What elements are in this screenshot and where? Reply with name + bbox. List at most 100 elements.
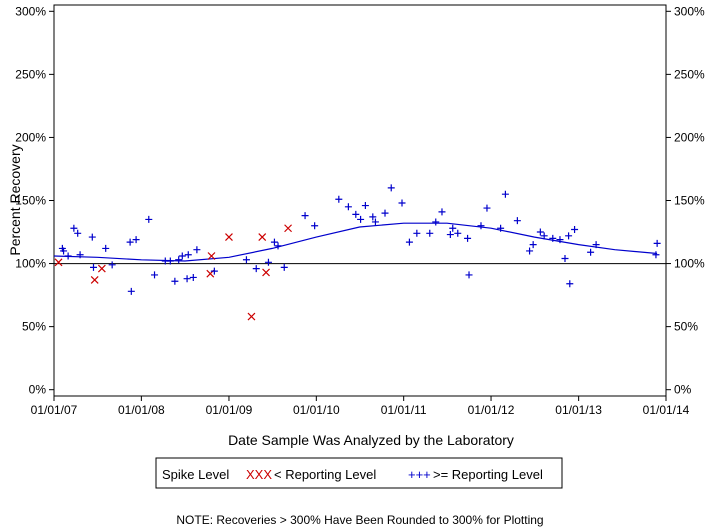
- above-reporting-point: [526, 247, 534, 255]
- above-reporting-point: [127, 287, 135, 295]
- x-tick-label: 01/01/13: [555, 403, 602, 417]
- y-tick-label-right: 300%: [674, 4, 705, 18]
- above-reporting-point: [264, 258, 272, 266]
- above-reporting-point: [446, 231, 454, 239]
- above-reporting-point: [529, 241, 537, 249]
- above-reporting-point: [102, 244, 110, 252]
- above-reporting-point: [454, 229, 462, 237]
- below-reporting-point: [258, 233, 267, 242]
- above-reporting-point: [166, 257, 174, 265]
- above-reporting-point: [126, 238, 134, 246]
- x-axis-title: Date Sample Was Analyzed by the Laborato…: [228, 432, 514, 448]
- above-reporting-point: [536, 228, 544, 236]
- above-reporting-point: [566, 280, 574, 288]
- above-reporting-point: [252, 265, 260, 273]
- above-reporting-point: [352, 210, 360, 218]
- above-reporting-point: [189, 273, 197, 281]
- y-axis-left: 0% 50% 100% 150% 200% 250% 300%: [15, 4, 54, 397]
- plot-frame: [53, 4, 667, 397]
- above-reporting-point: [549, 234, 557, 242]
- above-reporting-point: [561, 255, 569, 263]
- above-reporting-point: [653, 239, 661, 247]
- above-reporting-point: [280, 263, 288, 271]
- above-reporting-point: [556, 236, 564, 244]
- points-layer: [54, 184, 661, 321]
- x-axis: 01/01/07 01/01/08 01/01/09 01/01/10 01/01/11…: [31, 396, 690, 417]
- above-reporting-point: [76, 251, 84, 259]
- above-reporting-point: [184, 251, 192, 259]
- above-reporting-point: [151, 271, 159, 279]
- above-reporting-point: [145, 215, 153, 223]
- legend-below-label: < Reporting Level: [274, 467, 376, 482]
- above-reporting-point: [477, 222, 485, 230]
- above-reporting-point: [193, 246, 201, 254]
- above-reporting-point: [274, 242, 282, 250]
- y-tick-label-left: 0%: [29, 383, 47, 397]
- y-tick-label-left: 100%: [15, 257, 46, 271]
- y-axis-title: Percent Recovery: [7, 144, 23, 255]
- above-reporting-point: [108, 261, 116, 269]
- above-reporting-point: [361, 202, 369, 210]
- below-reporting-point: [284, 224, 293, 233]
- above-reporting-point: [381, 209, 389, 217]
- above-reporting-point: [311, 222, 319, 230]
- above-reporting-point: [344, 203, 352, 211]
- x-tick-label: 01/01/11: [381, 403, 427, 417]
- above-reporting-point: [513, 217, 521, 225]
- below-reporting-point: [54, 258, 63, 267]
- above-reporting-point: [405, 238, 413, 246]
- legend: Spike Level XXX < Reporting Level +++ >=…: [155, 457, 563, 489]
- below-reporting-point: [262, 268, 270, 277]
- above-reporting-point: [413, 229, 421, 237]
- trend-layer: [53, 222, 658, 262]
- below-reporting-point: [207, 252, 216, 260]
- above-reporting-point: [465, 271, 473, 279]
- above-reporting-point: [426, 229, 434, 237]
- y-tick-label-left: 200%: [15, 130, 46, 144]
- y-tick-label-right: 0%: [674, 383, 692, 397]
- x-tick-label: 01/01/08: [118, 403, 165, 417]
- above-reporting-point: [483, 204, 491, 212]
- above-reporting-point: [132, 236, 140, 244]
- y-tick-label-right: 100%: [674, 257, 705, 271]
- y-tick-label-right: 50%: [674, 320, 698, 334]
- above-reporting-point: [357, 215, 365, 223]
- above-reporting-point: [432, 218, 440, 226]
- above-reporting-point: [89, 263, 97, 271]
- above-reporting-point: [70, 224, 78, 232]
- above-reporting-point: [183, 275, 191, 283]
- legend-title: Spike Level: [162, 467, 229, 482]
- legend-below-symbol: XXX: [246, 467, 272, 482]
- x-tick-label: 01/01/14: [643, 403, 690, 417]
- x-tick-label: 01/01/12: [468, 403, 515, 417]
- legend-box: [155, 457, 563, 489]
- above-reporting-point: [387, 184, 395, 192]
- y-tick-label-left: 150%: [15, 194, 46, 208]
- below-reporting-point: [247, 312, 256, 321]
- footnote: NOTE: Recoveries > 300% Have Been Rounde…: [176, 513, 543, 527]
- y-axis-right: 0% 50% 100% 150% 200% 250% 300%: [666, 4, 705, 397]
- below-reporting-point: [90, 276, 99, 284]
- above-reporting-point: [398, 199, 406, 207]
- below-reporting-point: [97, 264, 106, 273]
- x-tick-label: 01/01/09: [206, 403, 253, 417]
- above-reporting-point: [74, 229, 82, 237]
- y-tick-label-right: 250%: [674, 67, 705, 81]
- above-reporting-point: [171, 277, 179, 285]
- above-reporting-point: [88, 233, 96, 241]
- above-reporting-point: [449, 224, 457, 232]
- above-reporting-point: [540, 232, 548, 240]
- x-tick-label: 01/01/10: [293, 403, 340, 417]
- above-reporting-point: [592, 241, 600, 249]
- legend-above-symbol: +++: [408, 467, 431, 482]
- above-reporting-point: [335, 195, 343, 203]
- above-reporting-point: [652, 251, 660, 259]
- y-tick-label-left: 50%: [22, 320, 46, 334]
- above-reporting-point: [242, 256, 250, 264]
- above-reporting-point: [587, 248, 595, 256]
- above-reporting-point: [270, 238, 278, 246]
- above-reporting-point: [497, 224, 505, 232]
- above-reporting-point: [438, 208, 446, 216]
- above-reporting-point: [501, 190, 509, 198]
- above-reporting-point: [178, 252, 186, 260]
